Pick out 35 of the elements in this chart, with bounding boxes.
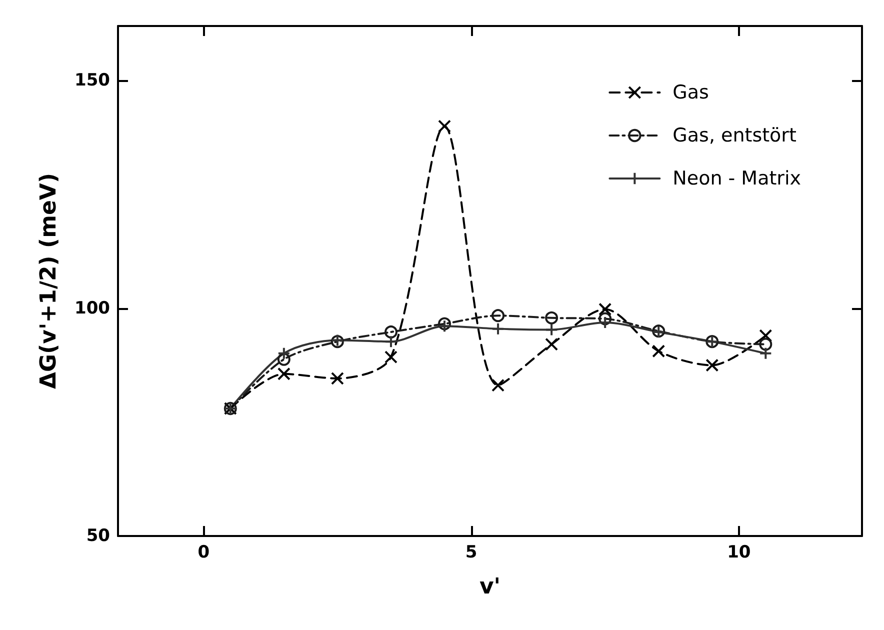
- y-axis-title: ΔG(v'+1/2) (meV): [36, 173, 62, 389]
- point: [277, 367, 290, 380]
- point: [706, 358, 719, 372]
- point: [492, 309, 505, 322]
- point: [330, 372, 344, 385]
- point: [759, 329, 772, 342]
- point: [598, 316, 612, 329]
- x-axis-title: v': [479, 574, 501, 600]
- legend-label: Gas, entstört: [672, 124, 796, 146]
- y-tick-label: 100: [74, 298, 110, 318]
- point: [545, 311, 558, 324]
- point: [277, 352, 290, 366]
- y-tick-label: 150: [74, 70, 110, 91]
- legend-label: Gas: [672, 82, 709, 104]
- point: [384, 335, 398, 348]
- point: [545, 338, 558, 351]
- point: [438, 317, 452, 330]
- point: [759, 346, 772, 360]
- legend-label: Neon - Matrix: [672, 168, 802, 190]
- point: [652, 344, 666, 358]
- point: [492, 378, 505, 392]
- point: [598, 312, 612, 326]
- y-tick-label: 50: [86, 526, 110, 546]
- x-tick-label: 0: [198, 542, 210, 562]
- x-tick-label: 5: [465, 542, 478, 562]
- point: [438, 320, 452, 333]
- point: [384, 326, 398, 338]
- point: [598, 302, 612, 316]
- point: [277, 346, 290, 360]
- point: [384, 350, 398, 364]
- point: [545, 323, 558, 336]
- point: [492, 322, 505, 336]
- point: [759, 338, 772, 351]
- point: [438, 120, 452, 133]
- x-tick-label: 10: [727, 542, 751, 562]
